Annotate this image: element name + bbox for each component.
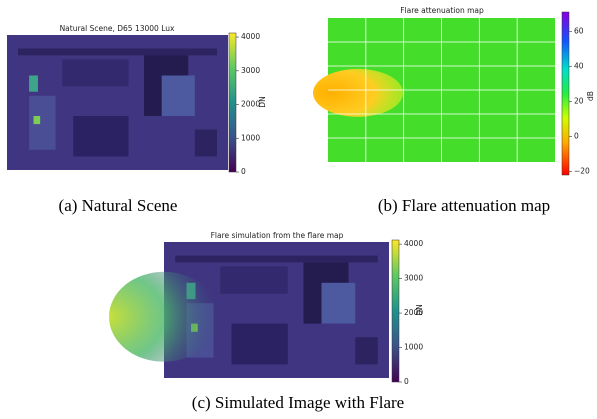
- caption: (c) Simulated Image with Flare: [192, 393, 404, 412]
- panel-title: Flare attenuation map: [400, 6, 484, 15]
- colorbar-tick-label: 1000: [404, 343, 423, 352]
- panel: Flare simulation from the flare map 0 1000…: [109, 231, 424, 412]
- scene-object: [29, 76, 38, 92]
- colorbar: [562, 12, 569, 175]
- colorbar-tick-label: 1000: [241, 133, 260, 142]
- scene-object: [34, 116, 41, 124]
- colorbar-tick-label: 40: [574, 61, 584, 70]
- scene-object: [355, 337, 378, 364]
- colorbar-tick-label: −20: [574, 166, 590, 175]
- panel-title: Flare simulation from the flare map: [211, 231, 344, 240]
- flare-region: [313, 69, 403, 117]
- colorbar-label: DN: [415, 304, 424, 315]
- caption: (a) Natural Scene: [59, 196, 178, 215]
- colorbar-label: dB: [586, 91, 595, 101]
- scene-object: [175, 256, 378, 263]
- figure: Natural Scene, D65 13000 Lux 0 1000 20 0 0 300…: [0, 0, 597, 419]
- scene-object: [220, 266, 288, 293]
- scene-object: [62, 59, 128, 86]
- colorbar-tick-label: 0: [404, 377, 409, 386]
- flare-glow: [109, 272, 219, 362]
- panel-title: Natural Scene, D65 13000 Lux: [60, 24, 175, 33]
- scene-object: [18, 49, 217, 56]
- colorbar-tick-label: 3000: [241, 66, 260, 75]
- colorbar: [392, 240, 399, 382]
- scene-object: [73, 116, 128, 157]
- colorbar: [229, 33, 236, 172]
- scene-object: [232, 324, 288, 365]
- colorbar-tick-label: 0: [574, 131, 579, 140]
- caption: (b) Flare attenuation map: [378, 196, 550, 215]
- panel: Flare attenuation map −20 0 20 40 60 dB (b) Fla…: [313, 6, 595, 215]
- scene-object: [322, 283, 356, 324]
- panel: Natural Scene, D65 13000 Lux010002000300…: [7, 24, 267, 215]
- colorbar-tick-label: 60: [574, 26, 584, 35]
- scene-object: [162, 76, 195, 117]
- colorbar-tick-label: 3000: [404, 274, 423, 283]
- colorbar-tick-label: 20: [574, 96, 584, 105]
- scene-object: [29, 96, 56, 150]
- scene-object: [195, 130, 217, 157]
- colorbar-tick-label: 0: [241, 167, 246, 176]
- colorbar-tick-label: 4000: [404, 239, 423, 248]
- colorbar-label: DN: [258, 96, 267, 107]
- colorbar-tick-label: 4000: [241, 32, 260, 41]
